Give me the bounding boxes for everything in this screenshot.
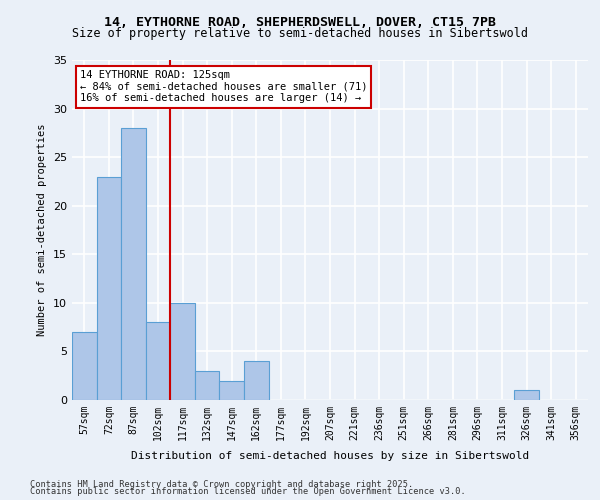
Text: Size of property relative to semi-detached houses in Sibertswold: Size of property relative to semi-detach… xyxy=(72,28,528,40)
Text: Contains HM Land Registry data © Crown copyright and database right 2025.: Contains HM Land Registry data © Crown c… xyxy=(30,480,413,489)
Bar xyxy=(514,390,539,400)
Text: 14 EYTHORNE ROAD: 125sqm
← 84% of semi-detached houses are smaller (71)
16% of s: 14 EYTHORNE ROAD: 125sqm ← 84% of semi-d… xyxy=(80,70,367,103)
X-axis label: Distribution of semi-detached houses by size in Sibertswold: Distribution of semi-detached houses by … xyxy=(131,451,529,461)
Bar xyxy=(244,361,269,400)
Y-axis label: Number of semi-detached properties: Number of semi-detached properties xyxy=(37,124,47,336)
Bar xyxy=(146,322,170,400)
Bar xyxy=(220,380,244,400)
Bar xyxy=(195,371,220,400)
Bar xyxy=(72,332,97,400)
Bar xyxy=(170,303,195,400)
Text: Contains public sector information licensed under the Open Government Licence v3: Contains public sector information licen… xyxy=(30,488,466,496)
Bar xyxy=(121,128,146,400)
Text: 14, EYTHORNE ROAD, SHEPHERDSWELL, DOVER, CT15 7PB: 14, EYTHORNE ROAD, SHEPHERDSWELL, DOVER,… xyxy=(104,16,496,29)
Bar xyxy=(97,176,121,400)
